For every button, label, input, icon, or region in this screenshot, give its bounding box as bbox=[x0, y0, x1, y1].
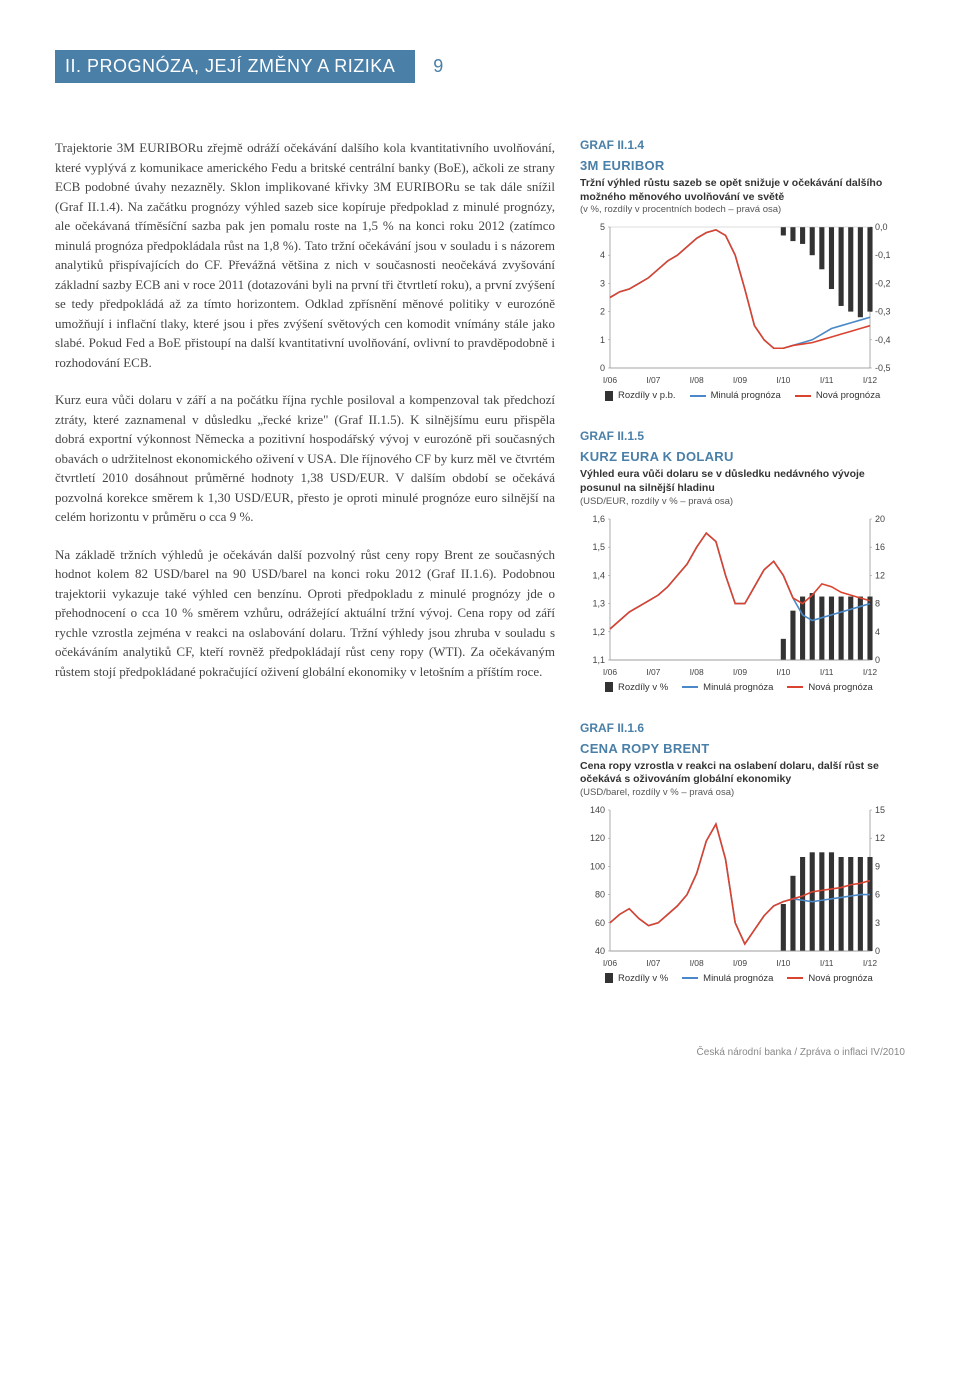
svg-text:1,5: 1,5 bbox=[592, 542, 605, 552]
chart-canvas: 5 4 3 2 1 0 0,0 -0,1 -0,2 -0,3 -0,4 -0,5 I/06 I/07 I/0… bbox=[580, 221, 900, 386]
svg-text:1,3: 1,3 bbox=[592, 598, 605, 608]
chart-brent: GRAF II.1.6 CENA ROPY BRENT Cena ropy vz… bbox=[580, 721, 905, 984]
chart-title: KURZ EURA K DOLARU bbox=[580, 449, 905, 464]
chart-meta: (v %, rozdíly v procentních bodech – pra… bbox=[580, 204, 905, 215]
svg-text:3: 3 bbox=[600, 279, 605, 289]
svg-text:I/11: I/11 bbox=[820, 958, 834, 968]
chart-title: CENA ROPY BRENT bbox=[580, 741, 905, 756]
page-footer: Česká národní banka / Zpráva o inflaci I… bbox=[55, 1047, 905, 1058]
body-column: Trajektorie 3M EURIBORu zřejmě odráží oč… bbox=[55, 138, 555, 1012]
svg-text:6: 6 bbox=[875, 889, 880, 899]
svg-text:I/07: I/07 bbox=[646, 375, 660, 385]
svg-text:I/12: I/12 bbox=[863, 375, 877, 385]
svg-text:I/06: I/06 bbox=[603, 667, 617, 677]
paragraph-1: Trajektorie 3M EURIBORu zřejmě odráží oč… bbox=[55, 138, 555, 372]
chart-legend: Rozdíly v % Minulá prognóza Nová prognóz… bbox=[580, 682, 905, 693]
chart-canvas: 1,6 1,5 1,4 1,3 1,2 1,1 20 16 12 8 4 0 I/06 I/07 I/08 I… bbox=[580, 513, 900, 678]
svg-text:I/10: I/10 bbox=[776, 375, 790, 385]
svg-text:2: 2 bbox=[600, 307, 605, 317]
svg-text:0: 0 bbox=[875, 655, 880, 665]
svg-text:I/06: I/06 bbox=[603, 375, 617, 385]
chart-euribor: GRAF II.1.4 3M EURIBOR Tržní výhled růst… bbox=[580, 138, 905, 401]
svg-text:I/11: I/11 bbox=[820, 375, 834, 385]
legend-bars: Rozdíly v % bbox=[605, 682, 668, 693]
svg-text:3: 3 bbox=[875, 918, 880, 928]
legend-minula: Minulá prognóza bbox=[682, 682, 773, 693]
chart-legend: Rozdíly v % Minulá prognóza Nová prognóz… bbox=[580, 973, 905, 984]
chart-subtitle: Cena ropy vzrostla v reakci na oslabení … bbox=[580, 760, 905, 787]
svg-text:0,0: 0,0 bbox=[875, 222, 888, 232]
svg-text:I/06: I/06 bbox=[603, 958, 617, 968]
legend-nova: Nová prognóza bbox=[787, 682, 872, 693]
svg-text:12: 12 bbox=[875, 570, 885, 580]
chart-meta: (USD/EUR, rozdíly v % – pravá osa) bbox=[580, 496, 905, 507]
chart-eur-usd: GRAF II.1.5 KURZ EURA K DOLARU Výhled eu… bbox=[580, 429, 905, 692]
legend-nova: Nová prognóza bbox=[795, 390, 880, 401]
svg-text:-0,2: -0,2 bbox=[875, 279, 891, 289]
svg-text:I/11: I/11 bbox=[820, 667, 834, 677]
chart-title: 3M EURIBOR bbox=[580, 158, 905, 173]
svg-text:0: 0 bbox=[875, 946, 880, 956]
chart-meta: (USD/barel, rozdíly v % – pravá osa) bbox=[580, 787, 905, 798]
chart-legend: Rozdíly v p.b. Minulá prognóza Nová prog… bbox=[580, 390, 905, 401]
legend-nova: Nová prognóza bbox=[787, 973, 872, 984]
svg-text:I/09: I/09 bbox=[733, 375, 747, 385]
svg-text:I/08: I/08 bbox=[690, 667, 704, 677]
svg-text:0: 0 bbox=[600, 363, 605, 373]
legend-bars: Rozdíly v % bbox=[605, 973, 668, 984]
svg-text:I/09: I/09 bbox=[733, 958, 747, 968]
svg-text:-0,3: -0,3 bbox=[875, 307, 891, 317]
svg-text:100: 100 bbox=[590, 861, 605, 871]
svg-text:60: 60 bbox=[595, 918, 605, 928]
svg-text:I/07: I/07 bbox=[646, 667, 660, 677]
svg-text:I/12: I/12 bbox=[863, 958, 877, 968]
svg-text:15: 15 bbox=[875, 805, 885, 815]
svg-text:140: 140 bbox=[590, 805, 605, 815]
svg-text:40: 40 bbox=[595, 946, 605, 956]
svg-text:4: 4 bbox=[875, 626, 880, 636]
paragraph-3: Na základě tržních výhledů je očekáván d… bbox=[55, 545, 555, 682]
svg-text:1,2: 1,2 bbox=[592, 626, 605, 636]
svg-text:I/10: I/10 bbox=[776, 958, 790, 968]
legend-bars: Rozdíly v p.b. bbox=[605, 390, 676, 401]
legend-minula: Minulá prognóza bbox=[690, 390, 781, 401]
svg-text:1,4: 1,4 bbox=[592, 570, 605, 580]
page-number: 9 bbox=[433, 56, 443, 77]
svg-text:I/10: I/10 bbox=[776, 667, 790, 677]
svg-text:I/08: I/08 bbox=[690, 958, 704, 968]
svg-text:I/07: I/07 bbox=[646, 958, 660, 968]
svg-text:80: 80 bbox=[595, 889, 605, 899]
chart-ref: GRAF II.1.6 bbox=[580, 721, 905, 735]
svg-text:-0,4: -0,4 bbox=[875, 335, 891, 345]
page-header: II. PROGNÓZA, JEJÍ ZMĚNY A RIZIKA 9 bbox=[55, 50, 905, 83]
svg-text:120: 120 bbox=[590, 833, 605, 843]
svg-text:1: 1 bbox=[600, 335, 605, 345]
svg-text:I/12: I/12 bbox=[863, 667, 877, 677]
paragraph-2: Kurz eura vůči dolaru v září a na počátk… bbox=[55, 390, 555, 527]
svg-text:1,6: 1,6 bbox=[592, 514, 605, 524]
section-title: II. PROGNÓZA, JEJÍ ZMĚNY A RIZIKA bbox=[55, 50, 415, 83]
svg-text:-0,1: -0,1 bbox=[875, 250, 891, 260]
svg-text:20: 20 bbox=[875, 514, 885, 524]
svg-text:-0,5: -0,5 bbox=[875, 363, 891, 373]
svg-text:5: 5 bbox=[600, 222, 605, 232]
svg-text:4: 4 bbox=[600, 250, 605, 260]
svg-text:9: 9 bbox=[875, 861, 880, 871]
svg-text:8: 8 bbox=[875, 598, 880, 608]
legend-minula: Minulá prognóza bbox=[682, 973, 773, 984]
chart-subtitle: Tržní výhled růstu sazeb se opět snižuje… bbox=[580, 177, 905, 204]
svg-text:16: 16 bbox=[875, 542, 885, 552]
chart-ref: GRAF II.1.4 bbox=[580, 138, 905, 152]
svg-text:I/09: I/09 bbox=[733, 667, 747, 677]
chart-ref: GRAF II.1.5 bbox=[580, 429, 905, 443]
svg-text:12: 12 bbox=[875, 833, 885, 843]
chart-canvas: 140 120 100 80 60 40 15 12 9 6 3 0 I/06 I/07 I/08 I/09 I… bbox=[580, 804, 900, 969]
svg-text:1,1: 1,1 bbox=[592, 655, 605, 665]
charts-column: GRAF II.1.4 3M EURIBOR Tržní výhled růst… bbox=[580, 138, 905, 1012]
chart-subtitle: Výhled eura vůči dolaru se v důsledku ne… bbox=[580, 468, 905, 495]
svg-text:I/08: I/08 bbox=[690, 375, 704, 385]
